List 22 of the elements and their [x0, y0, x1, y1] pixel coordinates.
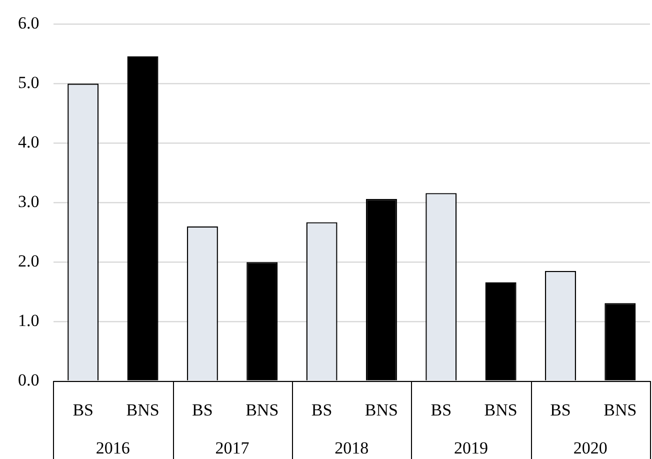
y-tick-label: 3.0	[18, 192, 40, 212]
y-tick-label: 0.0	[18, 370, 40, 390]
series-label: BNS	[126, 400, 160, 420]
text: BS	[192, 400, 213, 420]
y-tick-label: 4.0	[18, 132, 40, 152]
y-tick-label: 1.0	[18, 311, 40, 330]
y-tick-label: 5.0	[18, 73, 40, 92]
text: BNS	[484, 400, 518, 420]
text: BNS	[246, 400, 279, 420]
x-tick-label: 2020	[573, 438, 608, 458]
text: BNS	[604, 400, 637, 420]
text: BS	[311, 400, 332, 420]
x-tick-label: 2018	[334, 438, 369, 458]
text: BS	[430, 400, 452, 420]
text: BNS	[364, 400, 398, 420]
y-tick-label: 6.0	[18, 14, 40, 33]
x-tick-label: 2016	[96, 438, 130, 458]
x-tick-label: 2019	[454, 438, 488, 458]
series-label: BS	[72, 400, 94, 420]
text: BS	[550, 400, 571, 420]
x-tick-label: 2017	[215, 438, 250, 458]
y-tick-label: 2.0	[18, 252, 40, 271]
